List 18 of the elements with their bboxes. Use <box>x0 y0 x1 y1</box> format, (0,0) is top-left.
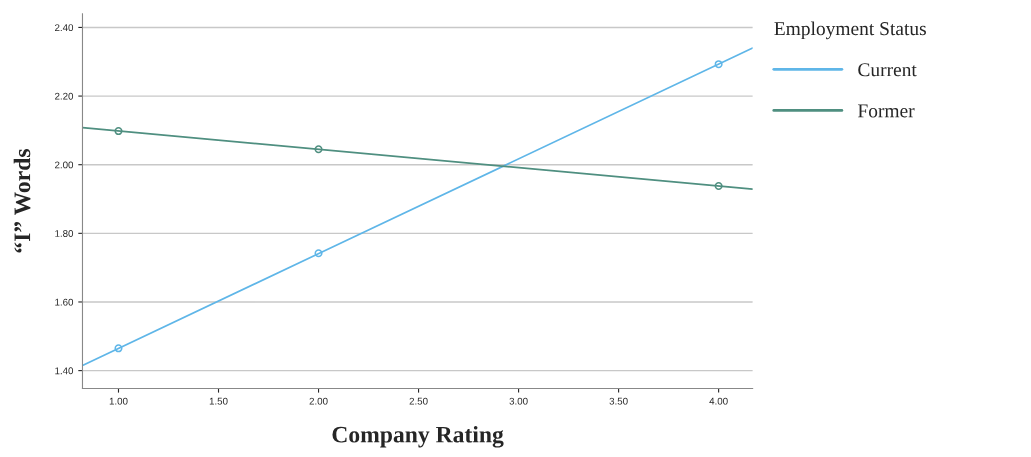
y-tick-label: 2.40 <box>55 24 74 32</box>
y-tick-label: 1.40 <box>55 367 74 375</box>
x-tick-label: 2.00 <box>309 397 328 405</box>
legend-title: Employment Status <box>774 21 926 40</box>
y-tick-label: 2.20 <box>55 92 74 100</box>
y-tick-label: 1.80 <box>55 230 74 237</box>
x-tick-label: 3.50 <box>609 397 628 405</box>
x-axis-title: Company Rating <box>332 425 504 448</box>
x-tick-label: 1.00 <box>109 397 128 405</box>
legend-label: Former <box>857 104 915 118</box>
x-tick-label: 2.50 <box>409 397 428 405</box>
x-tick-label: 3.00 <box>509 397 528 405</box>
y-tick-label: 2.00 <box>55 161 74 169</box>
x-tick-label: 4.00 <box>709 397 728 405</box>
y-tick-label: 1.60 <box>55 298 74 306</box>
y-axis-title: “I” Words <box>13 149 31 253</box>
legend-label: Current <box>858 63 917 77</box>
x-tick-label: 1.50 <box>209 397 228 405</box>
